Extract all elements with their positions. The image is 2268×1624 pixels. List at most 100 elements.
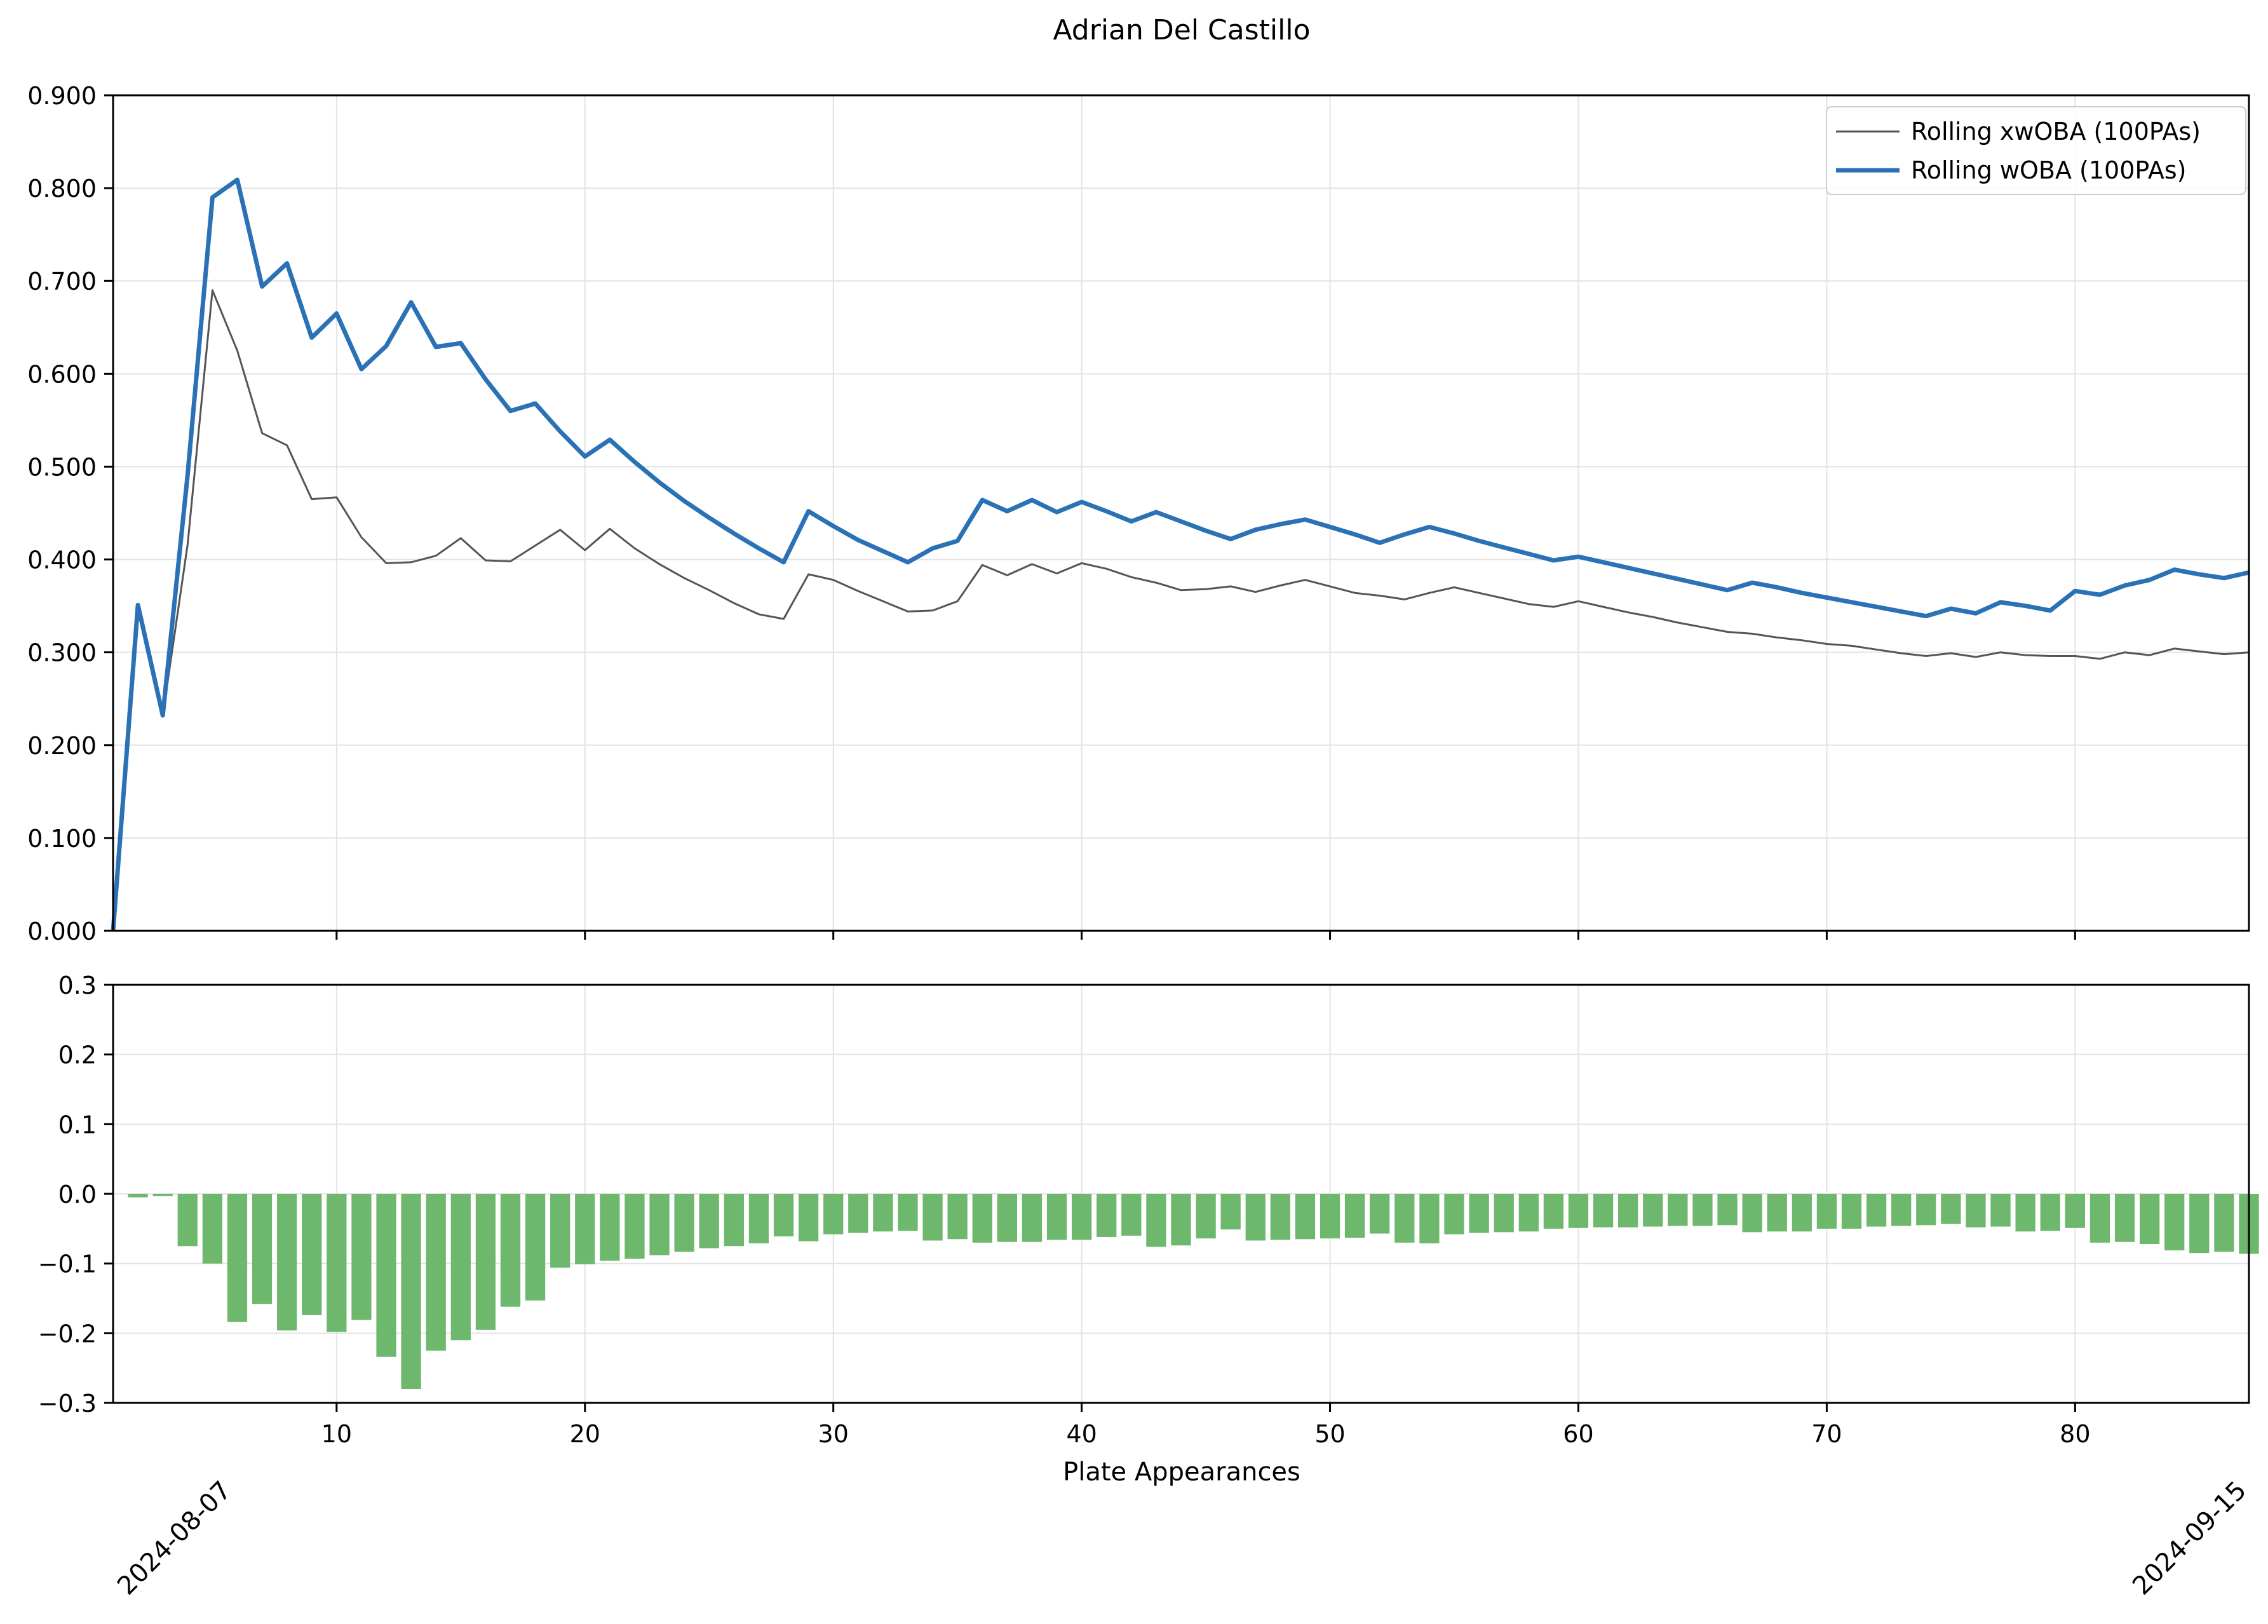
diff-bar: [1270, 1194, 1291, 1240]
diff-bar: [1444, 1194, 1464, 1235]
date-label-end: 2024-09-15: [2127, 1476, 2252, 1601]
diff-bar: [2114, 1194, 2135, 1242]
woba-line: [111, 177, 2250, 931]
diff-bar: [674, 1194, 694, 1252]
top-y-tick-label: 0.000: [27, 917, 97, 945]
diff-bar: [997, 1194, 1017, 1242]
diff-bar: [1841, 1194, 1862, 1229]
diff-bar: [1966, 1194, 1986, 1228]
top-y-tick-label: 0.800: [27, 175, 97, 203]
diff-bar: [1097, 1194, 1117, 1237]
top-panel-gridlines: [113, 95, 2249, 931]
diff-bar: [1370, 1194, 1390, 1234]
diff-bar: [1022, 1194, 1043, 1242]
diff-bar: [1196, 1194, 1216, 1239]
diff-bar: [426, 1194, 446, 1351]
chart-title: Adrian Del Castillo: [1053, 14, 1310, 46]
diff-bar: [898, 1194, 918, 1231]
rolling-lines: [111, 177, 2250, 931]
diff-bar: [227, 1194, 248, 1322]
diff-bar: [1046, 1194, 1067, 1240]
diff-bar: [1692, 1194, 1713, 1226]
diff-bar: [1891, 1194, 1912, 1226]
bottom-x-tick-label: 30: [818, 1420, 849, 1448]
legend-label-xwoba: Rolling xwOBA (100PAs): [1911, 118, 2201, 145]
diff-bar: [401, 1194, 421, 1390]
diff-bar: [1494, 1194, 1514, 1233]
diff-bar: [1643, 1194, 1663, 1227]
diff-bar: [1668, 1194, 1688, 1226]
bottom-y-tick-label: 0.3: [58, 971, 97, 999]
diff-bar: [2214, 1194, 2234, 1252]
diff-bar: [1245, 1194, 1266, 1241]
diff-bar: [823, 1194, 844, 1235]
diff-bar: [376, 1194, 396, 1357]
diff-bar: [2065, 1194, 2085, 1228]
diff-bar: [600, 1194, 620, 1261]
bottom-y-tick-label: −0.1: [38, 1250, 97, 1278]
diff-bar: [649, 1194, 670, 1255]
diff-bar: [2040, 1194, 2060, 1231]
bottom-x-tick-label: 40: [1066, 1420, 1097, 1448]
diff-bar: [1394, 1194, 1415, 1243]
top-y-tick-label: 0.500: [27, 453, 97, 481]
bottom-x-tick-label: 20: [570, 1420, 600, 1448]
diff-bar: [575, 1194, 595, 1264]
diff-bar: [2015, 1194, 2035, 1232]
diff-bar: [152, 1194, 173, 1196]
top-y-tick-label: 0.400: [27, 546, 97, 574]
top-y-tick-label: 0.200: [27, 732, 97, 760]
diff-bar: [724, 1194, 744, 1247]
bottom-y-tick-label: 0.0: [58, 1181, 97, 1208]
diff-bar: [1320, 1194, 1340, 1239]
diff-bar: [699, 1194, 719, 1248]
bottom-x-tick-label: 80: [2060, 1420, 2090, 1448]
diff-bar: [1990, 1194, 2011, 1227]
diff-bar: [202, 1194, 223, 1264]
diff-bar: [177, 1194, 198, 1247]
xwoba-line: [112, 289, 2250, 931]
top-y-tick-label: 0.300: [27, 639, 97, 667]
top-panel-axes: 0.000 0.100 0.200 0.300 0.400 0.500 0.600 0.700…: [27, 82, 2250, 945]
diff-bar: [475, 1194, 496, 1330]
x-axis-label: Plate Appearances: [1063, 1458, 1300, 1487]
diff-bar: [1767, 1194, 1787, 1232]
diff-bar: [1816, 1194, 1837, 1229]
diff-bar: [525, 1194, 546, 1301]
bottom-x-tick-label: 10: [321, 1420, 352, 1448]
diff-bar: [1568, 1194, 1589, 1228]
date-label-start: 2024-08-07: [112, 1476, 237, 1601]
diff-bar: [2089, 1194, 2110, 1243]
diff-bar: [1071, 1194, 1092, 1240]
diff-bar: [1469, 1194, 1489, 1233]
diff-bar: [252, 1194, 273, 1304]
diff-bar: [1941, 1194, 1961, 1224]
diff-bar: [873, 1194, 893, 1232]
bottom-y-tick-label: 0.1: [58, 1111, 97, 1139]
diff-bar: [1345, 1194, 1365, 1238]
diff-bar: [1618, 1194, 1638, 1228]
diff-bar: [1121, 1194, 1142, 1236]
diff-bar: [1518, 1194, 1539, 1232]
legend: Rolling xwOBA (100PAs) Rolling wOBA (100…: [1826, 106, 2246, 195]
diff-bar: [1146, 1194, 1166, 1247]
diff-bar: [798, 1194, 819, 1242]
diff-bar: [922, 1194, 943, 1241]
diff-bar: [351, 1194, 372, 1320]
diff-bar: [277, 1194, 297, 1330]
diff-bar: [1220, 1194, 1241, 1229]
diff-bar: [327, 1194, 347, 1332]
top-y-tick-label: 0.700: [27, 267, 97, 295]
bottom-y-tick-label: 0.2: [58, 1041, 97, 1069]
diff-bar: [1742, 1194, 1762, 1233]
top-y-tick-label: 0.600: [27, 360, 97, 388]
diff-bar: [1717, 1194, 1738, 1226]
diff-bar: [947, 1194, 968, 1240]
bottom-x-tick-label: 60: [1563, 1420, 1593, 1448]
diff-bar: [1419, 1194, 1440, 1243]
legend-label-woba: Rolling wOBA (100PAs): [1911, 156, 2187, 184]
bottom-y-tick-label: −0.2: [38, 1320, 97, 1348]
diff-bar: [773, 1194, 794, 1236]
diff-bar: [2189, 1194, 2210, 1254]
diff-bar: [1916, 1194, 1936, 1226]
